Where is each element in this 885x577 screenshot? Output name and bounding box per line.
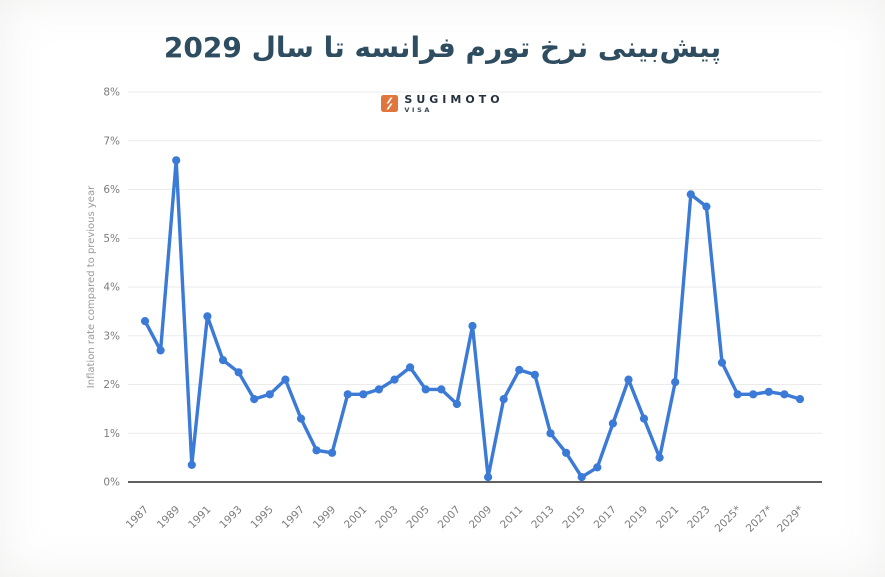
y-tick-label: 6% xyxy=(103,184,120,196)
data-point xyxy=(343,390,352,399)
data-point xyxy=(608,419,618,428)
x-tick-label: 1993 xyxy=(217,504,244,531)
y-tick-label: 4% xyxy=(103,282,120,294)
data-point xyxy=(437,385,446,394)
data-point xyxy=(686,190,695,199)
data-point xyxy=(546,429,555,438)
data-point xyxy=(468,321,477,331)
data-point xyxy=(312,446,321,455)
data-point xyxy=(374,385,383,394)
data-point xyxy=(749,390,758,399)
brand-name: SUGIMOTO xyxy=(404,93,504,106)
x-tick-label: 2025* xyxy=(713,504,744,535)
data-point xyxy=(639,414,649,423)
data-point xyxy=(140,317,150,326)
x-tick-label: 2021 xyxy=(654,504,681,531)
x-tick-label: 2029* xyxy=(775,504,806,535)
x-tick-label: 2017 xyxy=(592,504,619,531)
x-tick-label: 2027* xyxy=(744,504,775,535)
data-point xyxy=(764,387,773,396)
y-tick-label: 1% xyxy=(103,428,120,440)
data-point xyxy=(515,365,524,374)
data-point xyxy=(484,473,493,482)
data-point xyxy=(733,390,742,399)
data-point xyxy=(702,202,711,211)
data-point xyxy=(421,385,430,394)
data-point xyxy=(655,453,664,462)
data-line xyxy=(143,158,802,479)
x-tick-label: 1997 xyxy=(280,504,307,531)
data-point xyxy=(390,375,399,384)
x-tick-label: 2015 xyxy=(560,504,587,531)
x-tick-label: 2023 xyxy=(685,504,712,531)
x-tick-label: 1987 xyxy=(124,504,151,531)
x-tick-label: 2009 xyxy=(467,504,494,531)
data-point xyxy=(187,460,196,469)
data-point xyxy=(795,395,805,404)
brand-logo: SUGIMOTO VISA xyxy=(0,93,885,115)
data-point xyxy=(218,356,228,365)
y-tick-label: 7% xyxy=(103,135,120,147)
y-tick-label: 2% xyxy=(103,379,120,391)
data-point xyxy=(562,448,571,457)
data-point xyxy=(671,378,680,387)
data-point xyxy=(406,363,415,372)
data-point xyxy=(452,399,461,409)
data-point xyxy=(593,463,602,472)
brand-lightning-icon xyxy=(381,95,399,112)
data-point xyxy=(780,390,789,399)
x-tick-label: 2005 xyxy=(404,504,431,531)
y-tick-label: 0% xyxy=(103,477,120,489)
x-tick-label: 1999 xyxy=(311,504,338,531)
data-point xyxy=(296,414,306,423)
data-point xyxy=(359,390,368,399)
x-tick-label: 2003 xyxy=(373,504,400,531)
data-point xyxy=(717,358,727,367)
y-tick-label: 5% xyxy=(103,233,120,245)
y-tick-label: 8% xyxy=(103,87,120,99)
x-tick-label: 1995 xyxy=(248,504,275,531)
data-point xyxy=(234,368,243,377)
x-tick-label: 2019 xyxy=(623,504,650,531)
brand-subtitle: VISA xyxy=(404,106,432,115)
x-tick-label: 2013 xyxy=(529,504,556,531)
y-axis-title: Inflation rate compared to previous year xyxy=(86,185,97,388)
data-point xyxy=(156,346,165,355)
x-tick-label: 2001 xyxy=(342,504,369,531)
data-point xyxy=(624,375,633,384)
x-tick-label: 2007 xyxy=(436,504,463,531)
data-point xyxy=(172,156,181,165)
data-point xyxy=(577,473,586,482)
x-tick-label: 1991 xyxy=(186,504,213,531)
data-point xyxy=(265,390,274,399)
chart-title: پیش‌بینی نرخ تورم فرانسه تا سال 2029 xyxy=(163,31,722,64)
x-tick-label: 1989 xyxy=(155,504,182,531)
data-point xyxy=(328,448,337,457)
brand-text: SUGIMOTO VISA xyxy=(404,93,504,115)
x-tick-label: 2011 xyxy=(498,504,525,531)
data-point xyxy=(530,370,540,379)
data-point xyxy=(499,395,508,404)
data-point xyxy=(203,312,212,321)
data-point xyxy=(250,395,259,404)
y-tick-label: 3% xyxy=(103,330,120,342)
data-point xyxy=(281,375,290,384)
